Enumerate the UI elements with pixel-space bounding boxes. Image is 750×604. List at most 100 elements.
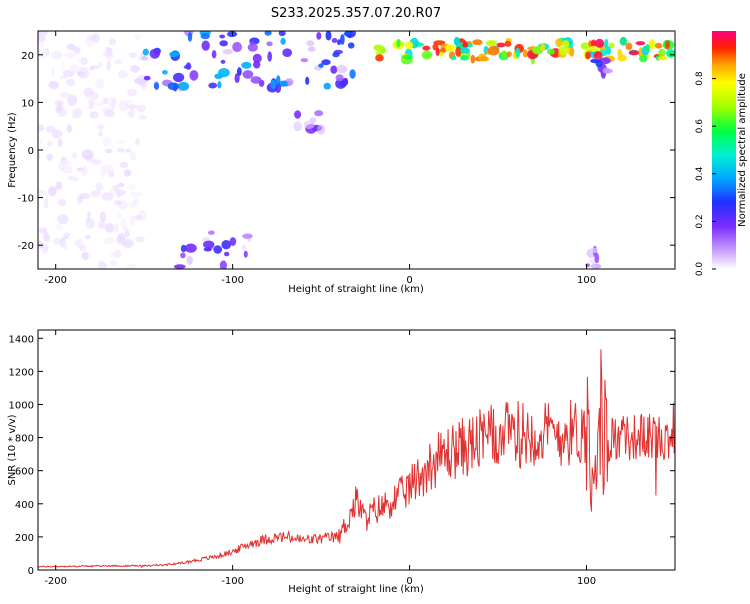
spectrogram-cell	[267, 51, 273, 62]
spectrogram-cell	[130, 191, 142, 198]
spectrogram-cell	[38, 34, 46, 42]
spectrogram-cell	[70, 64, 79, 74]
spectrogram-cell	[589, 247, 599, 253]
spectrogram-cell	[276, 75, 281, 86]
spectrogram-cell	[72, 152, 77, 159]
spectrogram-cell	[130, 65, 140, 73]
spectrogram-cell	[55, 181, 63, 191]
spectrogram-cell	[207, 230, 215, 235]
spectrogram-cell	[162, 70, 168, 75]
snr-series-line	[38, 349, 675, 569]
spectrogram-cell	[83, 87, 94, 98]
spectrogram-cell	[117, 189, 125, 196]
colorbar-ticks: 0.0 0.2 0.4 0.6 0.8	[695, 71, 716, 276]
spectrogram-cell	[657, 56, 668, 61]
spectrogram-cell	[153, 82, 160, 90]
spectrogram-cell	[241, 244, 247, 251]
spectrogram-cell	[116, 147, 126, 153]
spectrogram-cell	[47, 153, 52, 162]
spectrogram-cell	[90, 190, 101, 198]
spectrogram-cell	[222, 49, 233, 55]
spectrogram-cell	[48, 186, 57, 197]
spectrogram-cell	[101, 192, 114, 201]
snr-y-tick-label: 200	[15, 533, 34, 544]
spectrogram-cell	[74, 239, 83, 247]
spectrogram-cell	[349, 69, 356, 79]
spectrogram-cell	[81, 165, 88, 177]
spectrogram-cell	[307, 46, 316, 52]
spectrogram-cell	[599, 57, 611, 65]
spectrogram-cell	[84, 234, 91, 240]
snr-background	[38, 330, 675, 570]
spectrogram-cell	[66, 124, 73, 133]
spectrogram-cell	[189, 70, 199, 81]
spectrogram-cell	[119, 161, 129, 169]
spectrogram-cell	[654, 42, 663, 49]
spectrogram-cell	[101, 164, 114, 174]
spectrogram-cell	[133, 198, 140, 203]
spectrogram-cell	[501, 50, 507, 60]
spectrogram-cell	[515, 47, 521, 58]
spectrogram-cell	[242, 70, 254, 79]
snr-y-ticks: 0 200 400 600 800 1000 1200 1400	[9, 334, 675, 577]
spectrogram-cell	[38, 152, 41, 160]
spectrogram-cell	[93, 101, 105, 107]
snr-x-tick-label: -200	[44, 576, 67, 587]
spectrogram-background	[38, 31, 675, 269]
spectrogram-cell	[485, 40, 497, 47]
spectrogram-cell	[306, 40, 315, 47]
spectrogram-cell	[617, 48, 623, 58]
snr-x-ticks: -200 -100 0 100	[44, 330, 596, 587]
spectrogram-cell	[98, 61, 103, 68]
spectrogram-cell	[323, 82, 331, 90]
spectrogram-cell	[104, 49, 114, 61]
spectrogram-cell	[103, 109, 115, 118]
spectrogram-cell	[628, 50, 640, 56]
spectrogram-cell	[404, 41, 414, 50]
spectrogram-cell	[639, 55, 648, 63]
colorbar-tick-label: 0.8	[695, 71, 705, 86]
spectrogram-cell	[635, 41, 646, 46]
spectrogram-cell	[45, 125, 56, 133]
spectrogram-cell	[396, 38, 401, 48]
spectrogram-cell	[128, 52, 137, 58]
spectrogram-cell	[47, 140, 53, 148]
spectrogram-cell	[50, 50, 62, 60]
spectrogram-cell	[606, 46, 612, 55]
spectrogram-cell	[117, 182, 125, 188]
spectrogram-cell	[218, 68, 230, 78]
spectrogram-cell	[104, 148, 113, 154]
spectrogram-cell	[77, 66, 89, 72]
spectrogram-cell	[73, 108, 83, 119]
spectrogram-cell	[89, 111, 99, 119]
spectrogram-cell	[66, 43, 76, 51]
spectrogram-cell	[336, 64, 348, 74]
spectrogram-cell	[116, 234, 126, 245]
spectrogram-cell	[595, 60, 603, 68]
spectrogram-cell	[422, 45, 431, 51]
spectrogram-cell	[303, 120, 315, 129]
spectrogram-cell	[88, 103, 94, 110]
spectrogram-cell	[375, 54, 384, 62]
spectrogram-x-tick-label: 0	[406, 275, 412, 286]
spectrogram-cell	[347, 42, 355, 49]
spectrogram-cell	[455, 46, 462, 57]
spectrogram-cell	[331, 38, 338, 43]
snr-y-tick-label: 1200	[9, 367, 34, 378]
spectrogram-cell	[588, 45, 600, 52]
spectrogram-cell	[569, 47, 575, 57]
spectrogram-cell	[81, 149, 94, 160]
spectrogram-cell	[224, 251, 230, 257]
spectrogram-cell	[330, 65, 338, 74]
spectrogram-cell	[98, 130, 103, 137]
spectrogram-cell	[129, 215, 136, 227]
spectrogram-cell	[546, 48, 555, 55]
spectrogram-cell	[253, 60, 261, 69]
snr-y-tick-label: 400	[15, 500, 34, 511]
spectrogram-cell	[87, 211, 92, 218]
spectrogram-cell	[266, 41, 273, 47]
spectrogram-cell	[487, 45, 500, 56]
spectrogram-cell	[648, 39, 656, 50]
spectrogram-cell	[126, 263, 137, 269]
spectrogram-cell	[125, 148, 132, 153]
